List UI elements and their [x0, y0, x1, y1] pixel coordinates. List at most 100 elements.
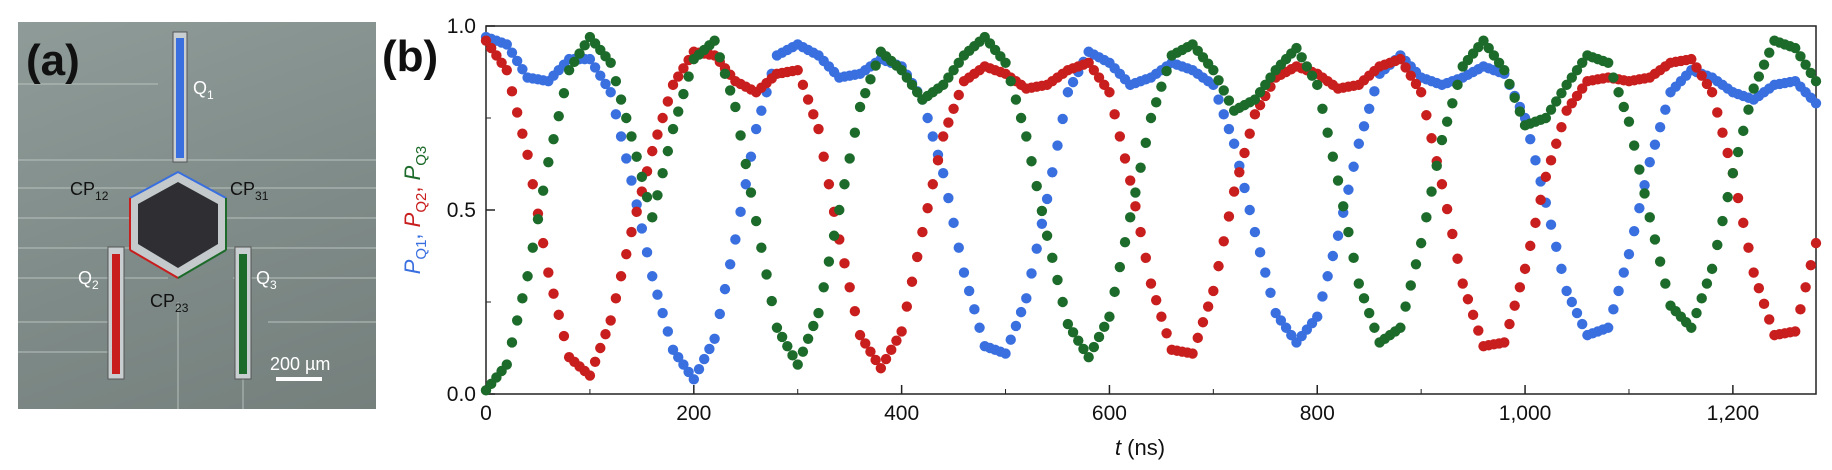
data-point: [906, 276, 918, 287]
data-point: [1332, 175, 1344, 186]
data-point: [1530, 217, 1541, 229]
data-point: [1800, 282, 1811, 293]
data-point: [506, 337, 518, 348]
data-point: [1634, 202, 1645, 214]
data-point: [1041, 230, 1053, 241]
data-point: [1125, 212, 1136, 223]
q1-qubit: [176, 38, 184, 158]
data-point: [969, 304, 980, 315]
x-axis-title: t (ns): [1115, 435, 1165, 460]
data-point: [657, 307, 668, 319]
data-point: [522, 149, 533, 160]
data-point: [641, 247, 653, 258]
data-point: [1649, 234, 1661, 245]
data-point: [683, 366, 694, 378]
data-point: [1743, 242, 1754, 253]
data-point: [1717, 127, 1728, 138]
panel-b-label: (b): [382, 32, 439, 81]
data-point: [1130, 187, 1141, 198]
data-point: [1514, 282, 1526, 293]
data-point: [1447, 228, 1458, 240]
data-point: [1790, 326, 1801, 337]
data-point: [1810, 76, 1822, 87]
data-point: [1119, 153, 1131, 164]
data-point: [1254, 87, 1266, 98]
data-point: [1712, 239, 1723, 251]
data-point: [1561, 79, 1572, 91]
data-point: [1577, 83, 1588, 94]
data-point: [1088, 64, 1100, 76]
data-point: [1499, 337, 1510, 348]
data-point: [839, 179, 850, 190]
data-point: [943, 192, 954, 204]
data-point: [1327, 151, 1339, 162]
data-point: [1551, 96, 1562, 107]
data-point: [1421, 110, 1432, 121]
data-point: [657, 112, 668, 124]
data-point: [1405, 70, 1416, 81]
data-point: [1280, 322, 1292, 333]
data-point: [610, 293, 622, 304]
data-point: [917, 226, 928, 238]
data-point: [1057, 296, 1068, 308]
data-point: [1571, 64, 1583, 76]
data-point: [589, 356, 601, 367]
data-point: [1218, 109, 1229, 120]
data-point: [1208, 285, 1219, 297]
data-point: [719, 68, 731, 80]
data-point: [1234, 167, 1245, 178]
data-point: [626, 226, 637, 238]
data-point: [517, 293, 528, 304]
data-point: [1634, 164, 1645, 175]
data-point: [880, 353, 892, 365]
data-point: [1654, 256, 1666, 267]
data-point: [875, 363, 887, 374]
data-point: [543, 156, 554, 168]
data-point: [1436, 134, 1448, 146]
data-point: [631, 206, 642, 218]
data-point: [517, 64, 528, 75]
data-point: [1551, 138, 1562, 149]
data-point: [1805, 260, 1817, 271]
data-point: [792, 64, 803, 76]
data-point: [1015, 306, 1027, 318]
cp12-coupler: [129, 171, 179, 199]
data-point: [553, 309, 564, 321]
cp31-label: CP31: [230, 179, 269, 203]
data-point: [1244, 204, 1255, 216]
device-drawing: Q1 Q2 Q3 CP12 CP31 CP23 200 µm: [18, 31, 376, 409]
data-point: [1790, 42, 1801, 54]
data-point: [1099, 321, 1110, 333]
data-point: [1015, 112, 1027, 124]
data-point: [1452, 79, 1463, 91]
data-point: [1130, 201, 1141, 212]
data-point: [1047, 167, 1058, 178]
data-point: [1358, 121, 1370, 132]
data-point: [1223, 211, 1235, 222]
y-tick-label: 0.5: [447, 199, 476, 222]
data-point: [1265, 287, 1276, 298]
data-point: [1228, 186, 1240, 197]
data-point: [1083, 57, 1094, 68]
data-point: [1218, 85, 1229, 96]
data-point: [1119, 237, 1131, 248]
data-point: [1483, 42, 1494, 54]
data-point: [1410, 259, 1422, 270]
data-point: [610, 76, 622, 87]
data-point: [1036, 218, 1048, 229]
data-point: [730, 101, 741, 113]
data-point: [818, 151, 829, 162]
data-point: [776, 331, 788, 343]
data-point: [912, 87, 923, 98]
panel-a-label: (a): [26, 36, 80, 85]
data-point: [1140, 252, 1152, 264]
series-PQ1: [480, 31, 1822, 385]
data-point: [1556, 263, 1567, 275]
data-point: [937, 168, 949, 179]
data-point: [563, 64, 575, 76]
data-point: [558, 87, 570, 99]
data-point: [719, 283, 731, 295]
data-point: [1202, 301, 1214, 312]
data-point: [1348, 161, 1359, 172]
data-point: [543, 267, 554, 278]
